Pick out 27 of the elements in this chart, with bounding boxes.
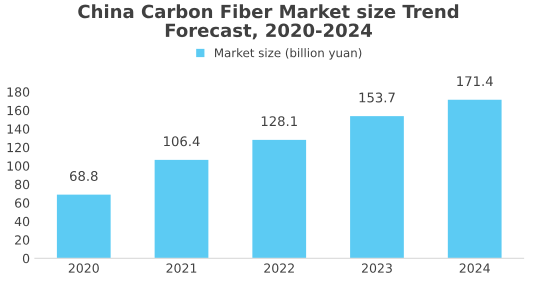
y-tick-label: 20 [15,235,30,245]
y-tick-label: 100 [8,161,30,171]
y-tick-label: 0 [22,254,30,264]
chart-title: China Carbon Fiber Market size Trend Forecast, 2020-2024 [78,4,458,40]
bar [350,116,404,258]
y-tick-label: 40 [14,216,30,226]
bar [154,160,208,258]
y-tick-label: 60 [15,198,30,208]
bar [56,194,111,258]
y-tick-label: 120 [8,142,30,152]
x-tick-label: 2021 [166,263,196,273]
data-label: 153.7 [360,92,395,102]
data-label: 68.8 [70,171,98,182]
bar [448,100,502,258]
data-label: 171.4 [457,76,493,86]
y-tick-label: 180 [8,87,30,97]
x-tick-label: 2020 [68,263,99,273]
y-tick-label: 160 [8,106,30,116]
x-tick-label: 2024 [460,263,490,273]
x-tick-label: 2022 [264,263,294,273]
data-label: 106.4 [164,136,200,146]
y-tick-label: 140 [8,124,30,134]
x-tick-label: 2023 [362,263,392,273]
bar [252,140,306,258]
y-tick-label: 80 [14,180,30,190]
legend-label: Market size (billion yuan) [215,48,362,60]
data-label: 128.1 [262,116,297,126]
